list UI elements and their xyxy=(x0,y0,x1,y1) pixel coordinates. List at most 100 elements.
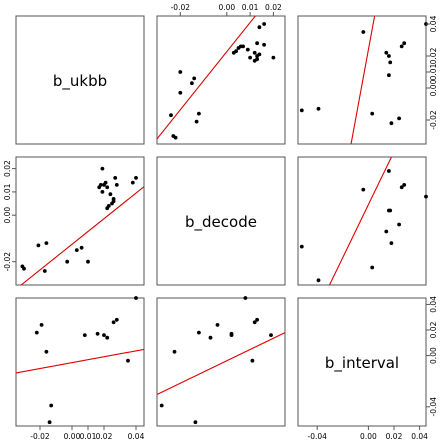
fit-line-b-ukbb-vs-b-interval xyxy=(350,16,376,144)
point-b-interval-vs-b-decode xyxy=(269,333,273,337)
point-b-interval-vs-b-ukbb xyxy=(114,317,119,322)
tick-label-b-ukbb: 0.01 xyxy=(429,63,438,80)
point-b-ukbb-vs-b-decode xyxy=(192,76,197,81)
fit-line-b-ukbb-vs-b-decode xyxy=(157,16,257,140)
point-b-decode-vs-b-interval xyxy=(370,265,375,270)
point-b-decode-vs-b-interval xyxy=(384,229,389,234)
tick-label-b-ukbb: 0.04 xyxy=(128,432,145,440)
point-b-decode-vs-b-ukbb xyxy=(100,166,105,171)
point-b-ukbb-vs-b-interval xyxy=(387,73,391,78)
point-b-decode-vs-b-ukbb xyxy=(36,243,41,248)
point-b-interval-vs-b-decode xyxy=(229,331,234,336)
point-b-interval-vs-b-decode xyxy=(252,320,257,325)
tick-label-b-ukbb: -0.02 xyxy=(30,432,50,440)
tick-label-b-interval: 0.04 xyxy=(429,296,438,313)
point-b-ukbb-vs-b-decode xyxy=(262,22,266,26)
point-b-ukbb-vs-b-decode xyxy=(234,49,239,54)
point-b-interval-vs-b-ukbb xyxy=(49,403,54,408)
point-b-ukbb-vs-b-decode xyxy=(241,44,246,49)
tick-label-b-ukbb: 0.04 xyxy=(429,15,438,32)
point-b-interval-vs-b-ukbb xyxy=(39,323,44,327)
tick-label-b-interval: 0.02 xyxy=(429,321,438,338)
point-b-ukbb-vs-b-decode xyxy=(169,113,173,118)
point-b-ukbb-vs-b-decode xyxy=(262,42,266,47)
tick-label-b-decode: 0.00 xyxy=(218,3,235,12)
point-b-ukbb-vs-b-decode xyxy=(252,50,257,55)
point-b-decode-vs-b-ukbb xyxy=(86,259,90,264)
point-b-ukbb-vs-b-decode xyxy=(245,47,250,52)
point-b-ukbb-vs-b-interval xyxy=(397,116,401,121)
point-b-decode-vs-b-interval xyxy=(389,241,394,246)
panel-frame-b-decode-vs-b-ukbb xyxy=(15,156,145,286)
tick-label-b-interval: 0.02 xyxy=(386,432,403,440)
point-b-ukbb-vs-b-decode xyxy=(248,55,253,60)
point-b-ukbb-vs-b-interval xyxy=(316,106,321,111)
point-b-ukbb-vs-b-decode xyxy=(255,57,259,62)
point-b-decode-vs-b-ukbb xyxy=(103,180,108,185)
tick-label-b-ukbb: 0.01 xyxy=(80,432,97,440)
tick-label-b-decode: 0.02 xyxy=(265,3,282,12)
point-b-interval-vs-b-ukbb xyxy=(95,331,100,336)
panel-frame-b-ukbb-vs-b-decode xyxy=(156,15,286,145)
point-b-ukbb-vs-b-interval xyxy=(402,41,407,46)
tick-label-b-decode: 0.01 xyxy=(242,3,259,12)
fit-line-b-interval-vs-b-decode xyxy=(157,332,285,395)
point-b-ukbb-vs-b-decode xyxy=(178,70,183,74)
point-b-ukbb-vs-b-interval xyxy=(399,44,404,49)
point-b-interval-vs-b-decode xyxy=(172,349,177,354)
point-b-decode-vs-b-ukbb xyxy=(134,176,138,180)
tick-label-b-ukbb: 0.00 xyxy=(429,79,438,96)
point-b-interval-vs-b-ukbb xyxy=(44,349,49,354)
point-b-interval-vs-b-ukbb xyxy=(47,420,52,425)
panel-frame-b-ukbb-vs-b-ukbb xyxy=(15,15,145,145)
tick-label-b-ukbb: -0.02 xyxy=(429,110,438,130)
point-b-decode-vs-b-ukbb xyxy=(113,176,118,180)
point-b-interval-vs-b-ukbb xyxy=(102,333,106,337)
point-b-ukbb-vs-b-decode xyxy=(190,81,194,86)
panel-frame-b-interval-vs-b-ukbb xyxy=(15,297,145,427)
diagonal-label-b-interval: b_interval xyxy=(325,354,399,373)
point-b-decode-vs-b-interval xyxy=(388,208,393,213)
point-b-ukbb-vs-b-decode xyxy=(257,25,262,30)
point-b-interval-vs-b-decode xyxy=(215,323,220,327)
point-b-interval-vs-b-ukbb xyxy=(111,320,116,325)
point-b-ukbb-vs-b-decode xyxy=(178,90,183,95)
panel-frame-b-ukbb-vs-b-interval xyxy=(297,15,427,145)
point-b-ukbb-vs-b-interval xyxy=(361,30,366,34)
point-b-ukbb-vs-b-decode xyxy=(197,111,201,116)
diagonal-label-b-decode: b_decode xyxy=(185,213,257,232)
fit-line-b-decode-vs-b-interval xyxy=(328,157,393,285)
point-b-decode-vs-b-interval xyxy=(316,278,321,283)
panel-frame-b-interval-vs-b-decode xyxy=(156,297,286,427)
point-b-ukbb-vs-b-decode xyxy=(194,119,199,124)
tick-label-b-interval: -0.04 xyxy=(429,397,438,417)
point-b-decode-vs-b-interval xyxy=(402,183,407,187)
point-b-interval-vs-b-ukbb xyxy=(134,296,138,300)
point-b-interval-vs-b-decode xyxy=(197,330,201,335)
point-b-ukbb-vs-b-decode xyxy=(257,52,262,57)
point-b-decode-vs-b-ukbb xyxy=(44,241,49,246)
point-b-decode-vs-b-ukbb xyxy=(111,197,116,201)
point-b-interval-vs-b-decode xyxy=(193,420,198,425)
tick-label-b-decode: -0.02 xyxy=(3,252,12,272)
tick-label-b-ukbb: 0.02 xyxy=(96,432,113,440)
fit-line-b-decode-vs-b-ukbb xyxy=(20,186,144,285)
point-b-decode-vs-b-interval xyxy=(361,187,366,192)
point-b-decode-vs-b-ukbb xyxy=(42,269,47,273)
point-b-interval-vs-b-decode xyxy=(243,296,248,300)
fit-line-b-interval-vs-b-ukbb xyxy=(16,348,144,374)
point-b-interval-vs-b-decode xyxy=(255,317,259,322)
point-b-interval-vs-b-ukbb xyxy=(34,330,39,335)
point-b-decode-vs-b-interval xyxy=(424,194,428,199)
point-b-decode-vs-b-ukbb xyxy=(108,192,113,197)
point-b-decode-vs-b-ukbb xyxy=(22,266,26,271)
tick-label-b-interval: 0.00 xyxy=(360,432,377,440)
tick-label-b-decode: -0.02 xyxy=(171,3,191,12)
panel-frame-b-decode-vs-b-decode xyxy=(156,156,286,286)
point-b-interval-vs-b-ukbb xyxy=(105,335,110,340)
point-b-ukbb-vs-b-decode xyxy=(171,134,176,138)
panel-frame-b-decode-vs-b-interval xyxy=(297,156,427,286)
point-b-decode-vs-b-ukbb xyxy=(105,185,110,190)
